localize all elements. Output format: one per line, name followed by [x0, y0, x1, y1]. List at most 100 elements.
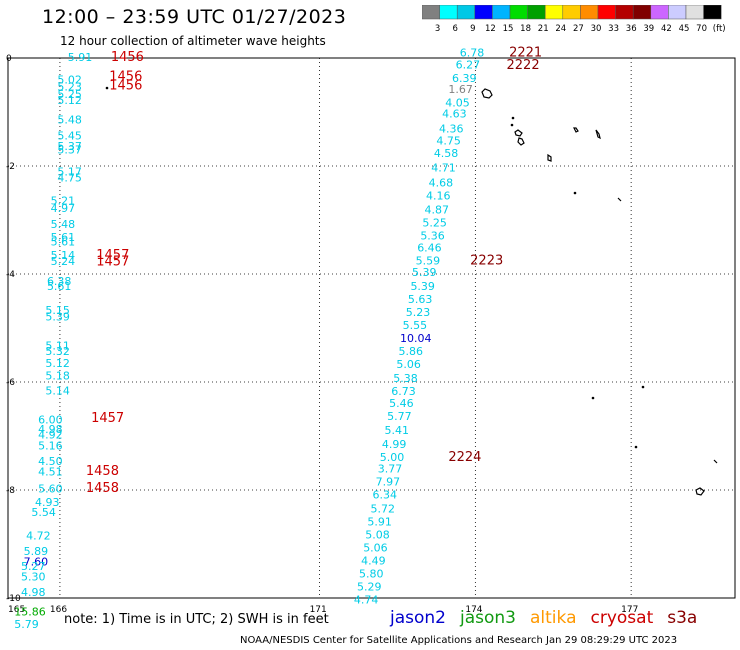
wave-height-label: 5.80: [359, 567, 384, 580]
wave-height-label: 5.23: [57, 80, 81, 93]
wave-height-label: 5.61: [51, 231, 76, 244]
wave-height-label: 6.27: [456, 58, 481, 71]
wave-height-label: 5.86: [399, 345, 424, 358]
wave-height-label: 5.24: [51, 255, 76, 268]
wave-height-label: 6.73: [391, 385, 416, 398]
chart-title: 12:00 – 23:59 UTC 01/27/2023: [42, 6, 347, 28]
wave-height-label: 5.30: [21, 571, 46, 584]
legend-label: 42: [661, 24, 672, 34]
wave-height-label: 6.38: [47, 275, 71, 288]
legend-label: 30: [591, 24, 602, 34]
wave-height-label: 4.49: [361, 555, 386, 568]
island-outline: [514, 129, 523, 137]
x-tick-label: 174: [465, 605, 482, 615]
island-outline: [713, 459, 718, 464]
island-dot: [511, 116, 515, 120]
wave-height-label: 5.12: [57, 94, 81, 107]
satellite-name-jason3: jason3: [460, 608, 516, 628]
legend-label: 39: [643, 24, 654, 34]
wave-height-label: 5.25: [422, 216, 447, 229]
x-tick-label: 177: [621, 605, 638, 615]
wave-height-label: 4.92: [38, 429, 63, 442]
island-outline: [481, 88, 493, 99]
wave-height-label: 4.75: [57, 172, 81, 185]
wave-height-label: 5.61: [47, 280, 71, 293]
wave-height-label: 5.36: [420, 229, 445, 242]
wave-height-label: 6.34: [373, 489, 398, 502]
wave-height-label: 5.63: [408, 293, 433, 306]
time-label: 2221: [509, 45, 542, 60]
wave-height-label: 4.98: [21, 586, 46, 599]
wave-height-label: 4.50: [38, 455, 63, 468]
wave-height-label: 5.06: [363, 542, 388, 555]
wave-height-label: 4.74: [354, 593, 379, 606]
time-label: 1457: [96, 248, 129, 263]
island-dot: [510, 123, 514, 127]
wave-height-label: 5.02: [57, 73, 81, 86]
wave-height-label: 7.97: [376, 476, 401, 489]
y-tick-label: -8: [6, 486, 15, 496]
wave-height-label: 5.48: [57, 113, 81, 126]
wave-height-label: 5.89: [24, 545, 49, 558]
wave-height-label: 4.36: [439, 123, 464, 136]
y-tick-label: -2: [6, 162, 15, 172]
wave-height-label: 5.12: [45, 357, 70, 370]
wave-height-label: 5.15: [45, 304, 70, 317]
wave-height-label: 5.37: [57, 140, 81, 153]
credit-line: NOAA/NESDIS Center for Satellite Applica…: [240, 635, 678, 646]
wave-height-label: 5.55: [403, 319, 428, 332]
wave-height-label: 5.29: [357, 580, 382, 593]
wave-height-label: 5.17: [57, 166, 81, 179]
chart-subtitle: 12 hour collection of altimeter wave hei…: [60, 34, 326, 48]
wave-height-label: 7.60: [24, 556, 49, 569]
y-tick-label: -6: [6, 378, 15, 388]
wave-height-label: 4.75: [436, 134, 461, 147]
wave-height-label: 5.39: [412, 266, 437, 279]
satellite-name-s3a: s3a: [667, 608, 698, 628]
wave-height-label: 4.05: [445, 97, 470, 110]
wave-height-label: 6.39: [452, 72, 477, 85]
legend-label: 45: [679, 24, 690, 34]
wave-height-label: 5.21: [51, 194, 76, 207]
wave-height-label: 4.98: [38, 423, 63, 436]
wave-height-label: 4.97: [51, 202, 76, 215]
axis-ticks: 165 166 171 174 177 0 -2 -4 -6 -8 -10: [6, 54, 638, 615]
satellite-name-jason2: jason2: [390, 608, 446, 628]
legend-label: 3: [435, 24, 440, 34]
wave-height-label: 5.45: [57, 130, 81, 143]
plot-border: [7, 57, 736, 599]
wave-height-label: 5.54: [31, 506, 56, 519]
time-label: 2222: [507, 58, 540, 73]
legend-label: 9: [470, 24, 475, 34]
wave-height-label: 4.68: [429, 177, 454, 190]
legend-label: 21: [538, 24, 549, 34]
island-dot: [641, 385, 645, 389]
time-label: 1457: [91, 411, 124, 426]
island-outline: [595, 129, 601, 140]
footnote: note: 1) Time is in UTC; 2) SWH is in fe…: [64, 612, 329, 627]
legend-label: (ft): [713, 24, 726, 34]
wave-height-label: 5.32: [45, 345, 70, 358]
wave-height-label: 5.46: [389, 397, 414, 410]
island-outlines: [105, 86, 718, 496]
island-dot: [105, 86, 109, 90]
legend-swatch: [703, 5, 722, 20]
wave-height-label: 10.04: [400, 332, 432, 345]
time-label: 1458: [86, 481, 119, 496]
wave-height-label: 4.72: [26, 530, 51, 543]
island-dot: [573, 191, 577, 195]
wave-height-color-legend: 3 6 9 12 15 18 21 24 27 30 33 36 39 42 45 70 (ft): [422, 5, 726, 34]
x-tick-label: 165: [8, 605, 25, 615]
island-outline: [517, 137, 525, 146]
wave-height-label: 5.48: [51, 218, 76, 231]
island-outline: [573, 127, 579, 133]
wave-height-label: 5.91: [68, 51, 93, 64]
wave-height-label: 3.77: [378, 463, 403, 476]
wave-height-label: 5.39: [410, 280, 435, 293]
wave-height-label: 5.77: [387, 410, 412, 423]
island-outline: [695, 487, 705, 496]
wave-height-label: 5.11: [45, 340, 70, 353]
time-label: 1456: [109, 78, 142, 93]
wave-height-label: 5.08: [365, 529, 390, 542]
legend-label: 18: [520, 24, 531, 34]
